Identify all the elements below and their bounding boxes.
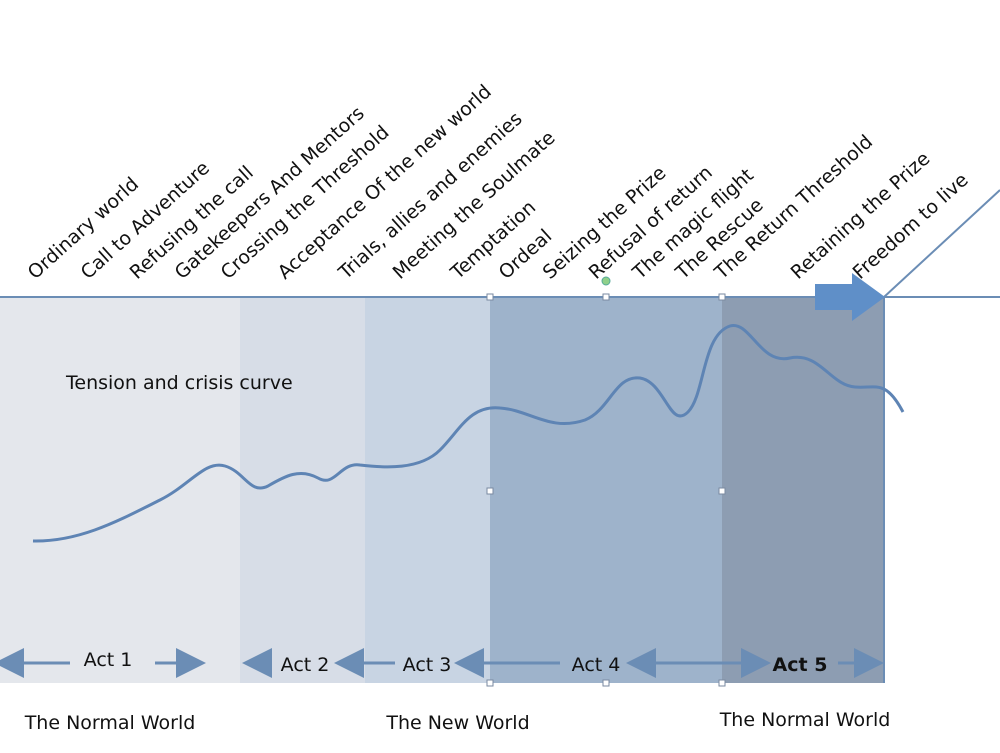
act3-panel — [365, 297, 490, 683]
world-label: The Normal World — [719, 709, 891, 731]
world-labels: The Normal World The New World The Normal … — [24, 709, 891, 734]
stage-label: Freedom to live — [849, 169, 973, 284]
curve-label: Tension and crisis curve — [65, 372, 293, 394]
act-labels: Act 1 Act 2 Act 3 Act 4 Act 5 — [84, 649, 828, 676]
act-label: Act 3 — [403, 654, 452, 676]
block-arrow — [815, 273, 885, 321]
act5-panel — [722, 297, 884, 683]
act-label: Act 1 — [84, 649, 133, 671]
rise-line — [883, 189, 1000, 298]
act-label: Act 4 — [572, 654, 621, 676]
act2-panel — [240, 297, 365, 683]
world-label: The New World — [385, 712, 529, 734]
act1-panel — [0, 297, 240, 683]
tension-curve — [32, 324, 905, 543]
rotate-handle — [601, 276, 611, 286]
act4-panel — [490, 297, 722, 683]
stage-label: Gatekeepers And Mentors — [171, 102, 369, 283]
act-label: Act 2 — [281, 654, 330, 676]
world-label: The Normal World — [24, 712, 196, 734]
handles — [486, 293, 726, 687]
act-label: Act 5 — [773, 654, 828, 676]
